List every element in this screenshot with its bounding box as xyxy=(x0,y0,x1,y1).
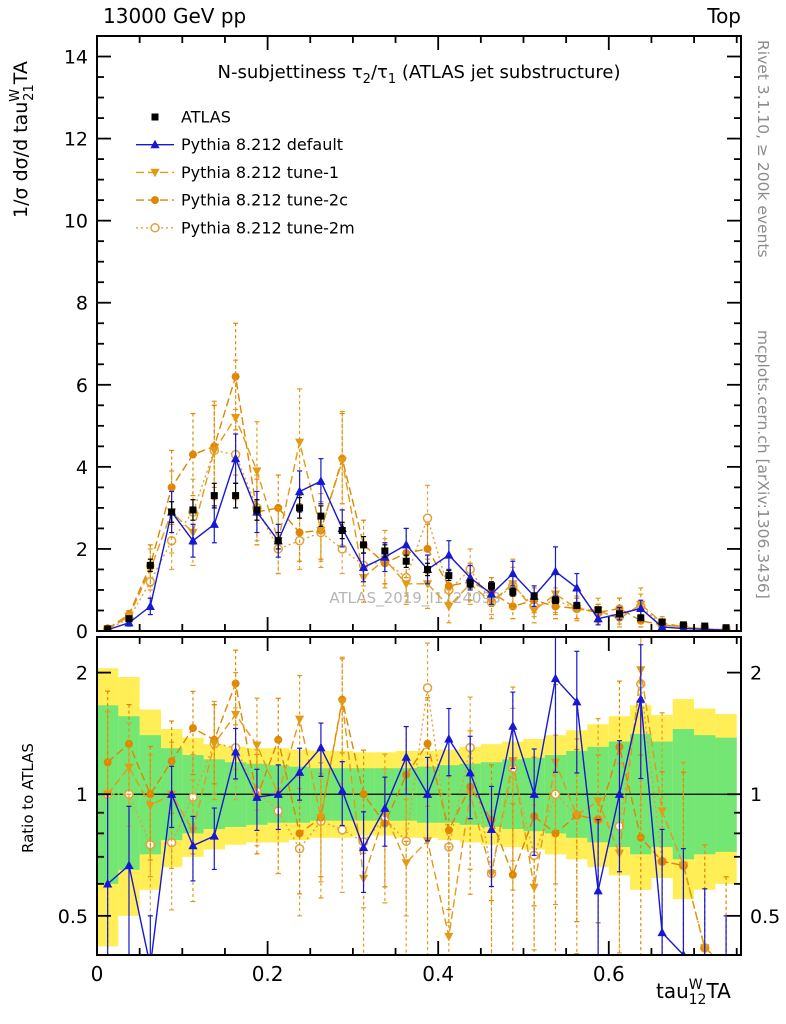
legend-label: ATLAS xyxy=(181,108,231,127)
plot-title: N-subjettiness τ2/τ1 (ATLAS jet substruc… xyxy=(218,62,621,87)
legend: ATLAS Pythia 8.212 default Pythia 8.212 tu… xyxy=(136,108,355,237)
main-series-layer xyxy=(102,322,731,631)
ratio-tick-label: 2 xyxy=(76,663,88,685)
legend-item-tune2c: Pythia 8.212 tune-2c xyxy=(136,191,348,210)
legend-label: Pythia 8.212 tune-2m xyxy=(181,218,355,237)
series-default xyxy=(103,637,729,955)
y-tick-label: 8 xyxy=(76,293,88,315)
ratio-uncertainty-bands xyxy=(97,668,741,947)
y-tick-label: 14 xyxy=(64,47,88,69)
y-tick-label: 0 xyxy=(76,621,88,643)
rivet-version-note: Rivet 3.1.10, ≥ 200k events xyxy=(754,40,772,258)
x-tick-label: 0 xyxy=(91,962,104,986)
y-axis-label: 1/σ dσ/d tauW21TA xyxy=(8,61,37,218)
header-beam-label: 13000 GeV pp xyxy=(103,4,246,28)
ratio-series-layer xyxy=(102,637,729,955)
legend-item-tune2m: Pythia 8.212 tune-2m xyxy=(136,218,355,237)
x-tick-label: 0.2 xyxy=(252,962,284,986)
series-atlas xyxy=(104,482,730,631)
x-tick-label: 0.4 xyxy=(422,962,454,986)
legend-item-default: Pythia 8.212 default xyxy=(136,135,343,154)
svg-text:Ratio to ATLAS: Ratio to ATLAS xyxy=(19,743,37,853)
legend-label: Pythia 8.212 default xyxy=(181,135,343,154)
mcplots-arxiv-note: mcplots.cern.ch [arXiv:1306.3436] xyxy=(754,330,772,599)
y-tick-label: 4 xyxy=(76,457,88,479)
ratio-tick-label: 1 xyxy=(76,784,88,806)
x-axis-label: tauW 12TA xyxy=(656,977,731,1008)
svg-text:Rivet 3.1.10, ≥ 200k events: Rivet 3.1.10, ≥ 200k events xyxy=(754,40,772,258)
svg-text:1/σ dσ/d tauW21TA: 1/σ dσ/d tauW21TA xyxy=(8,61,37,218)
series-tune2c xyxy=(103,322,731,631)
legend-item-atlas: ATLAS xyxy=(151,108,231,127)
ratio-axis-label: Ratio to ATLAS xyxy=(19,743,37,853)
y-tick-label: 2 xyxy=(76,539,88,561)
y-tick-label: 6 xyxy=(76,375,88,397)
header-process-label: Top xyxy=(706,4,741,28)
y-tick-label: 10 xyxy=(64,211,88,233)
x-tick-label: 0.6 xyxy=(593,962,625,986)
ratio-tick-label: 0.5 xyxy=(58,906,88,928)
watermark: ATLAS_2019_I1724098 xyxy=(329,589,500,608)
legend-label: Pythia 8.212 tune-2c xyxy=(181,191,348,210)
ratio-tick-label-right: 1 xyxy=(750,784,762,806)
ratio-tick-label-right: 2 xyxy=(750,663,762,685)
y-tick-label: 12 xyxy=(64,129,88,151)
svg-text:mcplots.cern.ch [arXiv:1306.34: mcplots.cern.ch [arXiv:1306.3436] xyxy=(754,330,772,599)
legend-label: Pythia 8.212 tune-1 xyxy=(181,163,339,182)
legend-item-tune1: Pythia 8.212 tune-1 xyxy=(136,163,339,182)
ratio-tick-label-right: 0.5 xyxy=(750,906,780,928)
